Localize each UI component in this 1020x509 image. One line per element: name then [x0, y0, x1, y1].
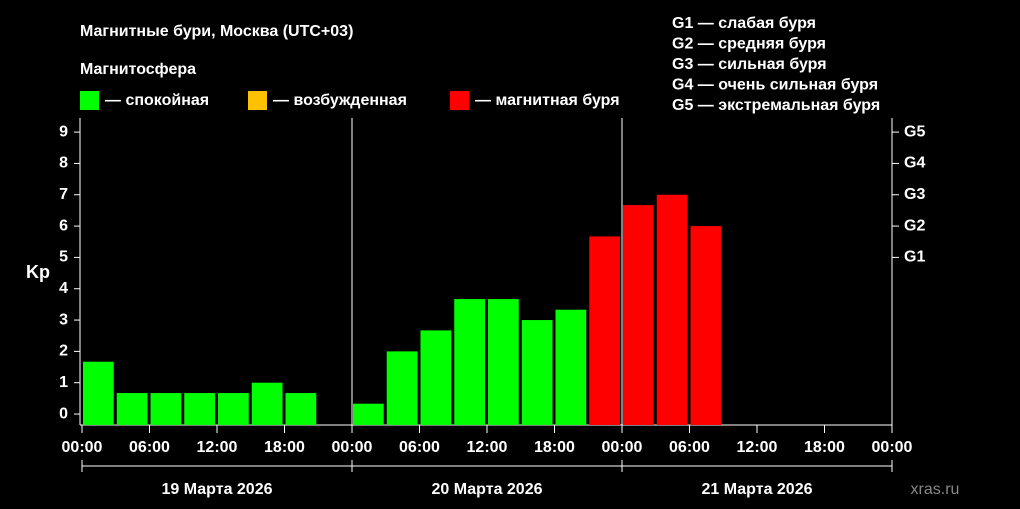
scale-note: G4 — очень сильная буря — [672, 77, 878, 94]
bar — [116, 393, 148, 425]
bar — [454, 299, 485, 425]
scale-note: G1 — слабая буря — [672, 15, 816, 32]
bar — [184, 393, 215, 425]
bar — [555, 309, 587, 425]
bar — [488, 299, 519, 425]
x-tick-label: 18:00 — [804, 439, 845, 456]
x-tick-label: 00:00 — [332, 439, 373, 456]
y-tick-label: 0 — [59, 405, 68, 422]
x-tick-label: 12:00 — [737, 439, 778, 456]
bar — [251, 382, 283, 425]
x-tick-label: 00:00 — [62, 439, 103, 456]
x-tick-label: 00:00 — [602, 439, 643, 456]
x-tick-label: 06:00 — [399, 439, 440, 456]
day-label: 19 Марта 2026 — [162, 481, 273, 498]
legend-swatch — [248, 91, 267, 110]
bar — [521, 320, 553, 425]
legend-swatch — [450, 91, 469, 110]
legend-label: — спокойная — [105, 92, 209, 109]
y-tick-label: 7 — [59, 186, 68, 203]
y-tick-label: 1 — [59, 374, 68, 391]
bar — [690, 226, 722, 425]
scale-note: G3 — сильная буря — [672, 56, 827, 73]
y2-tick-label: G5 — [904, 123, 925, 140]
y2-tick-label: G1 — [904, 249, 925, 266]
chart-title: Магнитные бури, Москва (UTC+03) — [80, 23, 353, 40]
y-tick-label: 6 — [59, 217, 68, 234]
y-tick-label: 3 — [59, 311, 68, 328]
scale-note: G2 — средняя буря — [672, 36, 826, 53]
x-tick-label: 06:00 — [129, 439, 170, 456]
scale-note: G5 — экстремальная буря — [672, 97, 880, 114]
legend-title: Магнитосфера — [80, 61, 196, 78]
x-tick-label: 06:00 — [669, 439, 710, 456]
y-tick-label: 2 — [59, 343, 68, 360]
bar — [353, 403, 384, 425]
legend-label: — магнитная буря — [475, 92, 620, 109]
watermark: xras.ru — [911, 481, 960, 498]
day-label: 20 Марта 2026 — [432, 481, 543, 498]
x-tick-label: 12:00 — [197, 439, 238, 456]
bar — [420, 330, 452, 425]
y-tick-label: 4 — [59, 280, 68, 297]
bar — [218, 393, 249, 425]
y-axis-label: Kp — [26, 262, 50, 282]
x-tick-label: 00:00 — [872, 439, 913, 456]
bar — [589, 236, 620, 425]
x-tick-label: 18:00 — [264, 439, 305, 456]
x-tick-label: 18:00 — [534, 439, 575, 456]
x-tick-label: 12:00 — [467, 439, 508, 456]
y2-tick-label: G4 — [904, 155, 925, 172]
y-tick-label: 5 — [59, 249, 68, 266]
bar — [150, 393, 182, 425]
day-label: 21 Марта 2026 — [702, 481, 813, 498]
y-tick-label: 8 — [59, 155, 68, 172]
legend-swatch — [80, 91, 99, 110]
y-tick-label: 9 — [59, 123, 68, 140]
bar — [83, 361, 114, 425]
legend-label: — возбужденная — [273, 92, 407, 109]
y2-tick-label: G3 — [904, 186, 925, 203]
y2-tick-label: G2 — [904, 217, 925, 234]
bar — [386, 351, 418, 425]
bar — [656, 194, 688, 425]
bar — [623, 205, 654, 425]
bar — [285, 393, 317, 425]
